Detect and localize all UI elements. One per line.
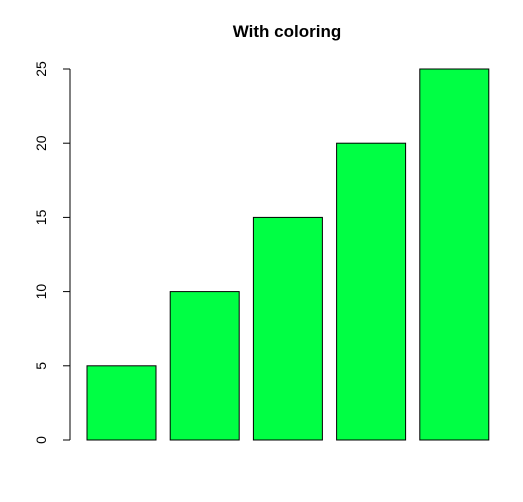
chart-title: With coloring [233, 22, 341, 41]
bar-1 [86, 365, 157, 441]
y-axis: 0 5 10 15 20 25 [33, 61, 71, 444]
bars-group [86, 68, 490, 441]
bar-2 [169, 291, 240, 441]
bar-3 [252, 216, 323, 441]
y-tick-label: 20 [33, 135, 49, 151]
bar-4 [336, 142, 407, 441]
y-tick-label: 5 [33, 362, 49, 370]
y-tick-label: 10 [33, 284, 49, 300]
y-tick-label: 0 [33, 436, 49, 444]
bar-5 [419, 68, 490, 441]
y-tick-label: 15 [33, 209, 49, 225]
y-tick-label: 25 [33, 61, 49, 77]
